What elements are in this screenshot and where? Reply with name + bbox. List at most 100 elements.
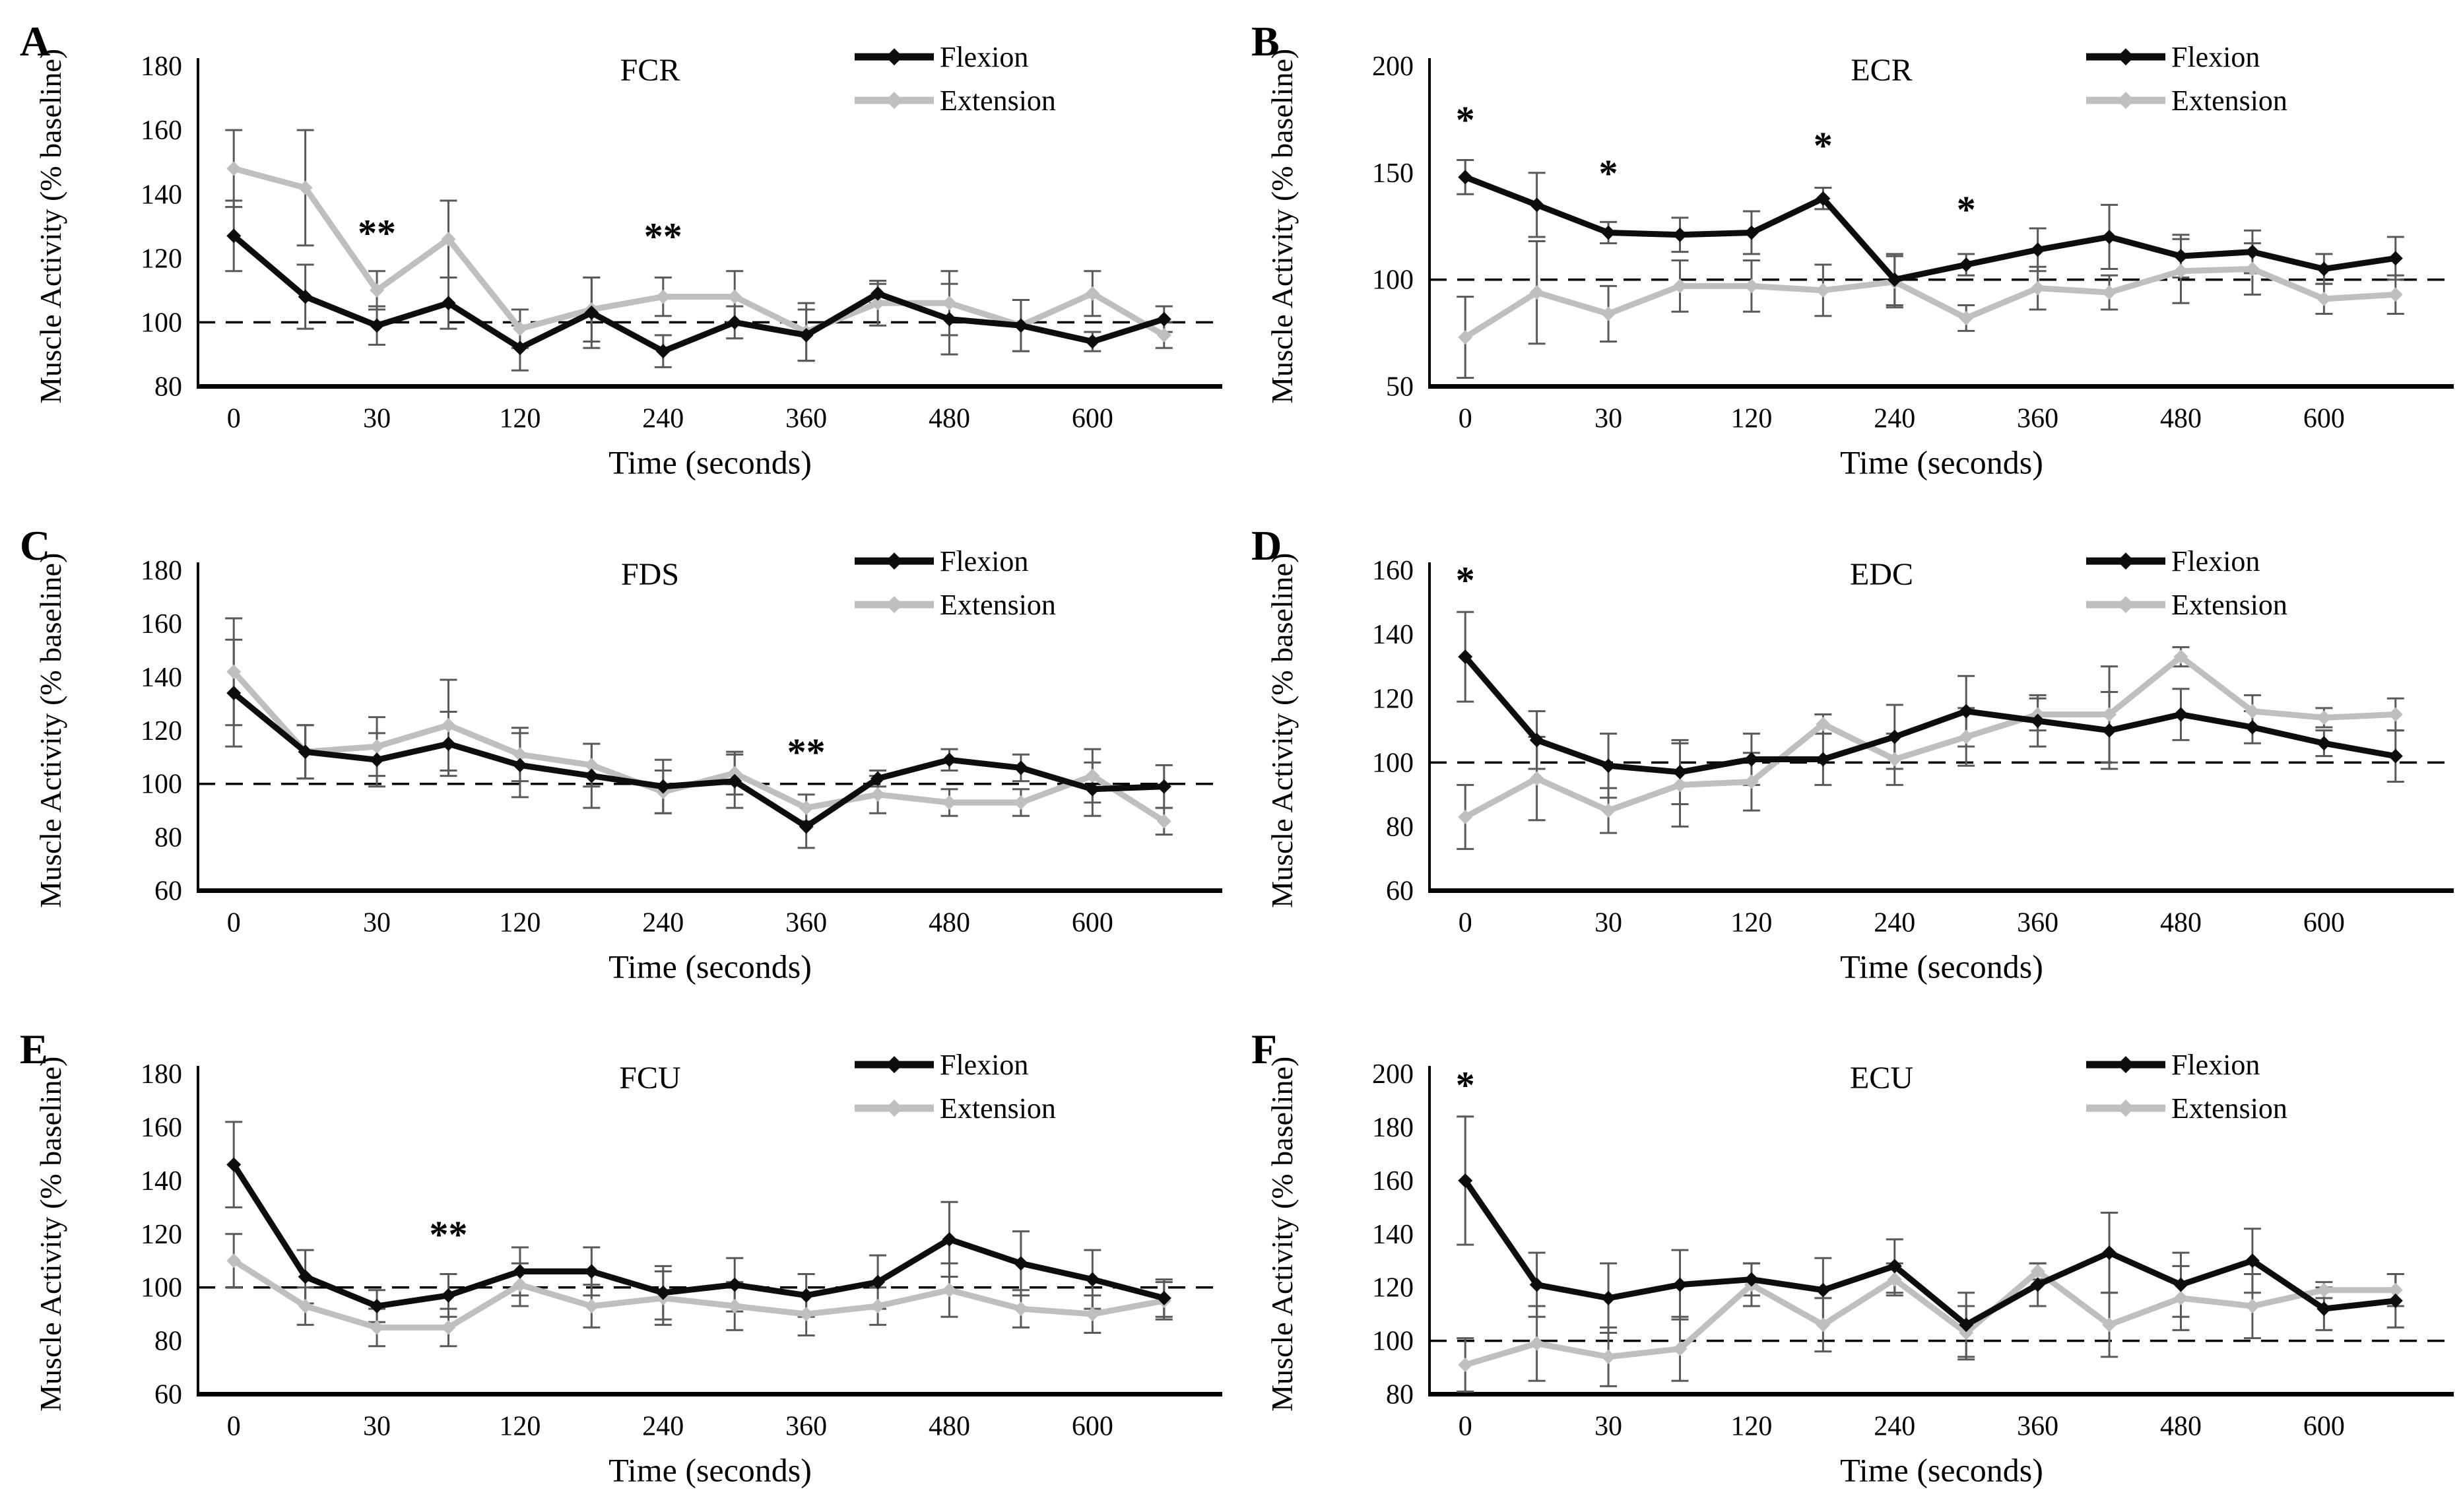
data-point-extension [1156, 327, 1171, 343]
data-point-flexion [1744, 1272, 1759, 1287]
significance-marker: ** [430, 1213, 468, 1256]
legend-label: Flexion [940, 545, 1028, 577]
x-axis-label: Time (seconds) [608, 948, 812, 985]
data-point-flexion [942, 752, 957, 767]
legend-swatch-marker [886, 552, 903, 570]
data-point-extension [2102, 707, 2117, 722]
y-tick-label: 80 [1386, 1380, 1414, 1410]
x-tick-label: 120 [1730, 907, 1772, 938]
data-point-flexion [1959, 704, 1974, 719]
x-tick-label: 480 [929, 907, 970, 938]
legend-swatch-marker [2117, 595, 2134, 613]
legend-item-extension: Extension [2086, 1092, 2287, 1125]
data-point-extension [1672, 1342, 1688, 1357]
series-line-extension [1462, 653, 2399, 820]
data-point-flexion [2388, 748, 2403, 764]
data-point-flexion [441, 1288, 456, 1303]
y-tick-label: 50 [1386, 372, 1414, 402]
legend-swatch-marker [2117, 552, 2134, 570]
data-point-extension [2388, 707, 2403, 722]
y-tick-label: 160 [141, 115, 182, 146]
data-point-flexion [1601, 758, 1616, 773]
data-point-extension [370, 282, 385, 298]
data-point-extension [2316, 291, 2332, 306]
data-point-flexion [1458, 649, 1473, 664]
data-point-extension [1529, 285, 1544, 300]
x-tick-label: 360 [785, 907, 827, 938]
x-tick-label: 240 [1874, 404, 1915, 434]
legend-item-flexion: Flexion [2086, 1049, 2260, 1081]
legend-swatch-marker [2117, 1100, 2134, 1117]
legend-label: Extension [2171, 1092, 2287, 1125]
data-point-flexion [870, 1274, 886, 1290]
x-tick-label: 600 [1072, 907, 1113, 938]
data-point-flexion [226, 228, 242, 244]
x-tick-label: 480 [929, 404, 970, 434]
data-point-flexion [2030, 242, 2045, 257]
y-tick-label: 120 [1372, 1273, 1414, 1303]
y-axis-label: Muscle Activity (% baseline) [1265, 552, 1299, 907]
data-point-extension [1085, 1307, 1100, 1322]
data-point-extension [226, 161, 242, 176]
data-point-flexion [2173, 707, 2188, 722]
data-point-flexion [655, 779, 671, 794]
data-point-extension [799, 800, 814, 815]
y-tick-label: 180 [1372, 1113, 1414, 1143]
series-line-flexion [230, 1162, 1167, 1309]
panel-B-ecr: B Muscle Activity (% baseline) 50 100 150 200… [1232, 0, 2463, 504]
y-tick-label: 150 [1372, 158, 1414, 189]
data-point-flexion [2102, 229, 2117, 244]
data-point-extension [1744, 279, 1759, 294]
data-point-extension [2102, 285, 2117, 300]
data-point-flexion [2030, 1277, 2045, 1292]
data-point-extension [2173, 649, 2188, 664]
data-point-flexion [1601, 1291, 1616, 1306]
legend-label: Extension [2171, 84, 2287, 117]
legend-label: Flexion [2171, 41, 2260, 73]
legend-item-extension: Extension [855, 1092, 1056, 1125]
y-tick-label: 160 [141, 1113, 182, 1143]
data-point-extension [370, 1320, 385, 1335]
legend-label: Extension [2171, 589, 2287, 621]
data-point-extension [727, 289, 742, 304]
significance-marker: * [1957, 188, 1976, 231]
series-line-flexion [1462, 174, 2399, 283]
x-tick-label: 30 [1594, 404, 1622, 434]
data-point-flexion [1816, 191, 1831, 206]
data-point-flexion [1887, 1259, 1902, 1274]
data-point-extension [512, 746, 527, 762]
data-point-extension [1887, 1272, 1902, 1287]
y-tick-label: 80 [154, 822, 182, 853]
data-point-extension [2173, 1291, 2188, 1306]
legend-swatch-marker [886, 595, 903, 613]
legend-swatch-marker [886, 48, 903, 66]
x-tick-label: 0 [227, 907, 241, 938]
y-tick-label: 100 [1372, 265, 1414, 296]
data-point-flexion [298, 744, 313, 759]
data-point-flexion [512, 341, 527, 356]
data-point-extension [2316, 1283, 2332, 1298]
x-tick-label: 480 [2160, 1412, 2202, 1442]
x-tick-label: 600 [2303, 907, 2345, 938]
data-point-flexion [1816, 752, 1831, 767]
series-line-flexion [1462, 653, 2399, 775]
data-point-flexion [1085, 781, 1100, 797]
data-point-flexion [727, 315, 742, 330]
x-tick-label: 360 [785, 404, 827, 434]
significance-marker: * [1599, 152, 1618, 195]
data-point-flexion [1085, 1272, 1100, 1287]
data-point-flexion [727, 1277, 742, 1292]
chart-title: ECU [1850, 1061, 1913, 1096]
y-tick-label: 140 [141, 1166, 182, 1197]
data-point-flexion [1013, 1256, 1028, 1271]
data-point-flexion [2030, 713, 2045, 728]
data-point-extension [226, 664, 242, 679]
data-point-extension [1458, 809, 1473, 824]
data-point-flexion [1744, 752, 1759, 767]
x-tick-label: 120 [499, 404, 541, 434]
data-point-extension [942, 1283, 957, 1298]
data-point-flexion [2316, 1301, 2332, 1317]
legend-swatch-marker [886, 1100, 903, 1117]
